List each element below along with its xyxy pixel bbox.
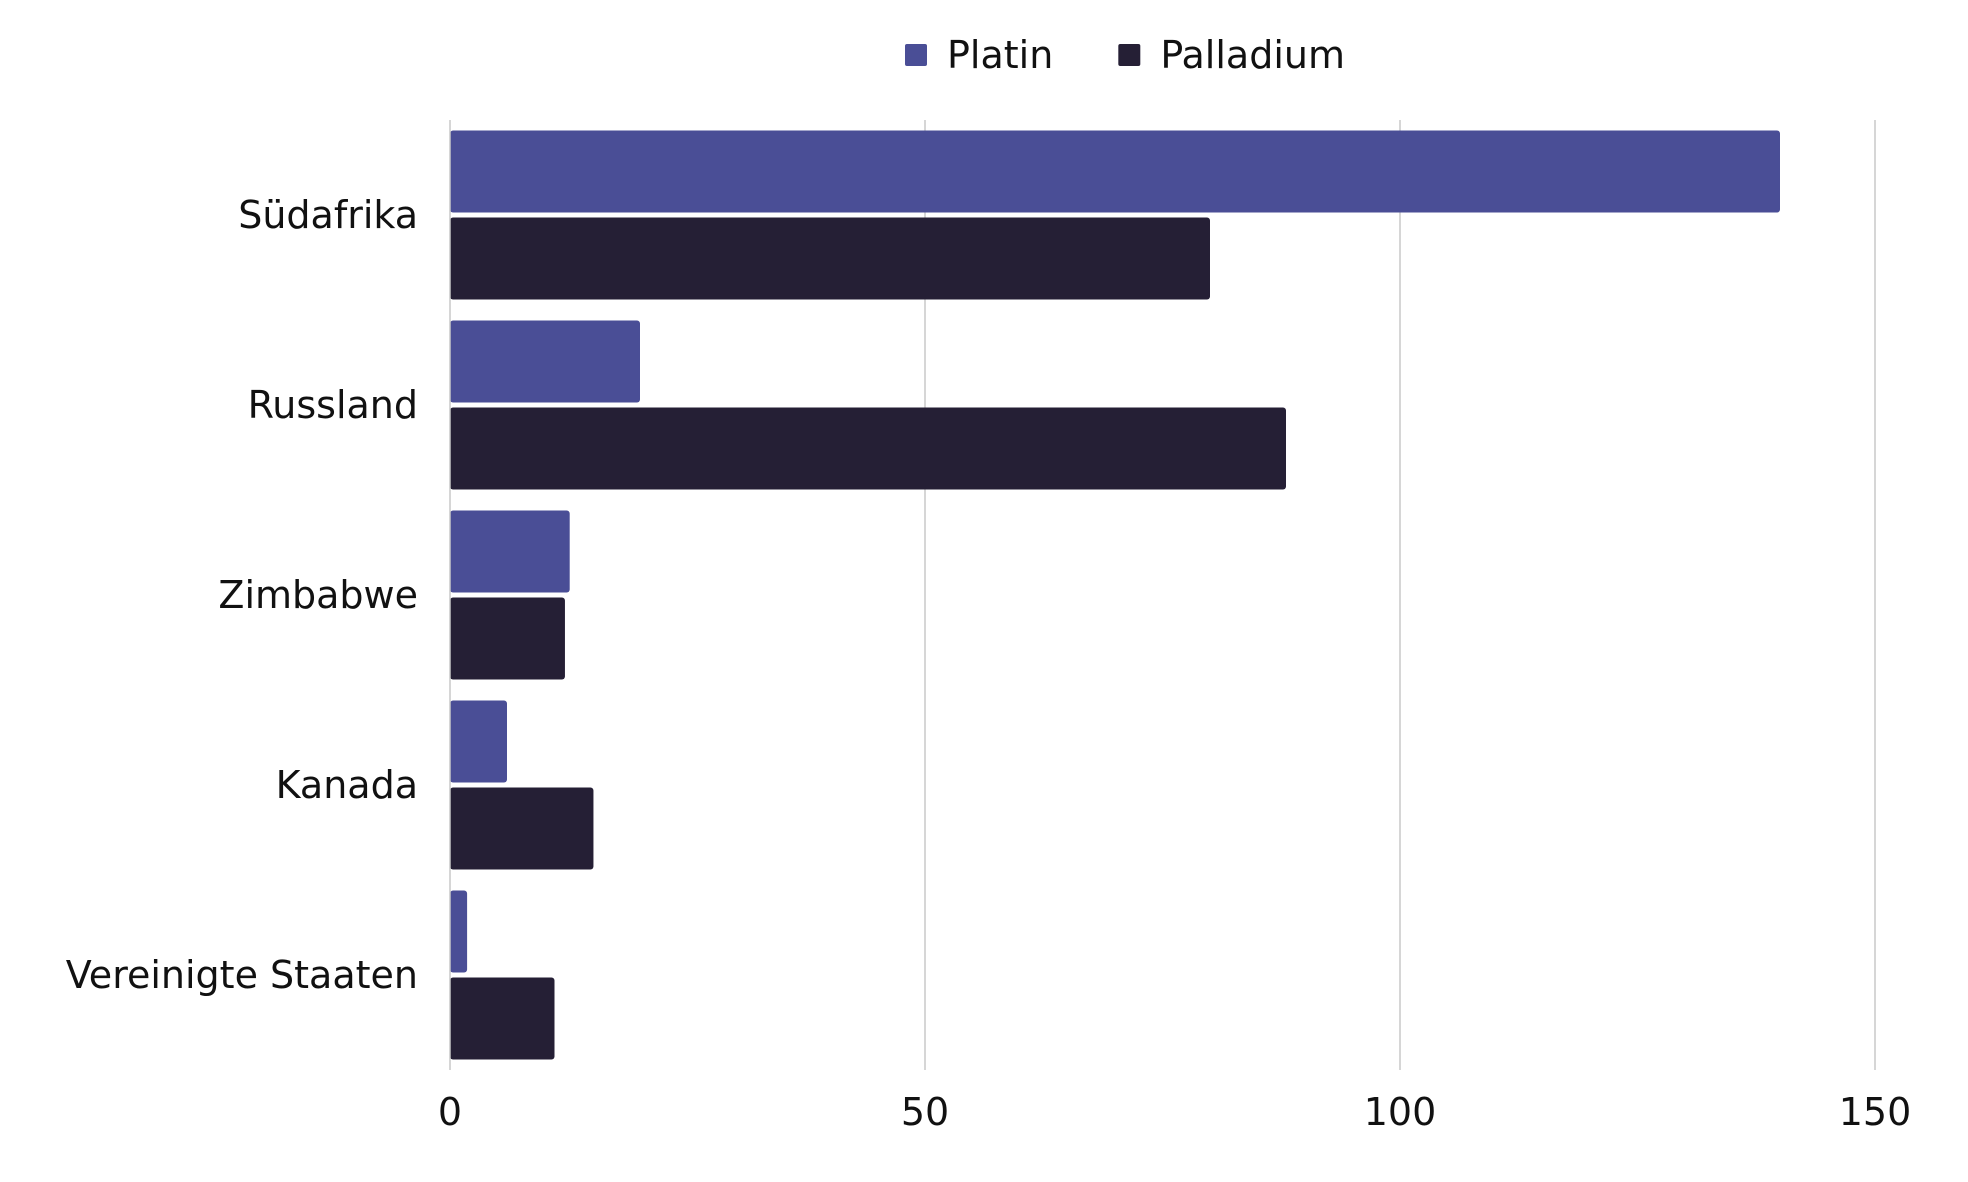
legend-label-palladium: Palladium — [1160, 33, 1345, 77]
x-tick-label: 150 — [1839, 1090, 1912, 1134]
legend: Platin Palladium — [905, 33, 1345, 77]
category-label: Kanada — [276, 763, 418, 807]
bar-palladium-4 — [450, 977, 555, 1060]
legend-label-platin: Platin — [947, 33, 1053, 77]
category-label: Vereinigte Staaten — [66, 953, 418, 997]
category-label: Südafrika — [238, 193, 418, 237]
x-tick-label: 50 — [901, 1090, 949, 1134]
category-label: Russland — [248, 383, 418, 427]
bar-palladium-1 — [450, 407, 1286, 490]
bar-platin-1 — [450, 320, 640, 403]
x-tick-label: 100 — [1364, 1090, 1437, 1134]
bars — [450, 130, 1780, 1060]
x-tick-label: 0 — [438, 1090, 462, 1134]
bar-palladium-0 — [450, 217, 1210, 300]
category-labels: Südafrika Russland Zimbabwe Kanada Vereinigt… — [66, 193, 418, 997]
bar-platin-0 — [450, 130, 1780, 213]
x-axis-tick-labels: 0 50 100 150 — [438, 1090, 1911, 1134]
legend-swatch-platin — [905, 44, 927, 66]
bar-platin-3 — [450, 700, 507, 783]
category-label: Zimbabwe — [218, 573, 418, 617]
bar-platin-2 — [450, 510, 570, 593]
bar-palladium-2 — [450, 597, 565, 680]
legend-swatch-palladium — [1118, 44, 1141, 66]
bar-palladium-3 — [450, 787, 594, 870]
bar-platin-4 — [450, 890, 468, 973]
